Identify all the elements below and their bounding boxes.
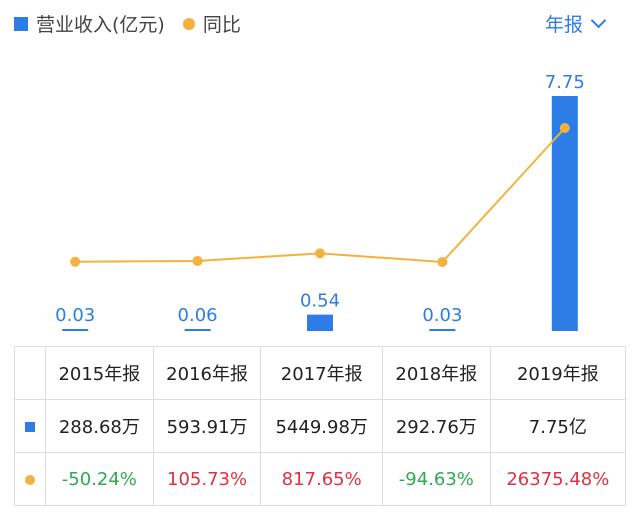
revenue-cell: 288.68万 <box>45 399 154 453</box>
revenue-cell: 292.76万 <box>381 399 491 453</box>
yoy-key-cell <box>14 452 46 506</box>
table-corner-cell <box>14 346 46 400</box>
bar-2017年报 <box>307 314 333 331</box>
bar-value-label: 0.54 <box>300 291 340 312</box>
legend-yoy-label: 同比 <box>202 14 241 36</box>
yoy-point-2015年报 <box>70 256 81 267</box>
yoy-cell: -50.24% <box>45 452 154 506</box>
legend-revenue-label: 营业收入(亿元) <box>36 14 165 36</box>
legend-square-icon <box>14 16 28 31</box>
yoy-cell: -94.63% <box>381 452 491 506</box>
bar-value-label: 7.75 <box>545 72 585 93</box>
revenue-cell: 593.91万 <box>152 399 262 453</box>
yoy-line <box>75 127 566 264</box>
revenue-cell: 5449.98万 <box>260 399 383 453</box>
yoy-point-2017年报 <box>315 248 325 259</box>
chart-legend: 营业收入(亿元) 同比 <box>14 10 259 37</box>
table-header-cell: 2017年报 <box>260 346 383 400</box>
revenue-square-icon <box>25 421 35 432</box>
yoy-point-2016年报 <box>192 255 203 266</box>
revenue-chart: 0.03 0.06 0.54 0.03 7.75 <box>55 72 585 331</box>
bar-2019年报 <box>551 96 578 331</box>
table-row-revenue: 288.68万 593.91万 5449.98万 292.76万 7.75亿 <box>14 399 627 453</box>
table-header-cell: 2015年报 <box>45 346 154 400</box>
yoy-dot-icon <box>25 474 35 485</box>
legend-item-revenue[interactable]: 营业收入(亿元) <box>14 10 165 37</box>
legend-item-yoy[interactable]: 同比 <box>182 10 241 37</box>
yoy-point-2019年报 <box>559 123 570 133</box>
bar-2018年报 <box>429 329 456 331</box>
bar-value-label: 0.06 <box>178 305 218 326</box>
data-table: 2015年报 2016年报 2017年报 2018年报 2019年报 288.6… <box>14 346 627 506</box>
revenue-key-cell <box>14 399 46 453</box>
period-selector-label: 年报 <box>544 14 583 36</box>
yoy-cell: 817.65% <box>260 452 383 506</box>
bar-2015年报 <box>62 329 89 331</box>
table-row-yoy: -50.24% 105.73% 817.65% -94.63% 26375.48… <box>14 452 627 506</box>
bar-value-label: 0.03 <box>55 305 95 326</box>
bar-value-label: 0.03 <box>422 305 462 326</box>
table-header-cell: 2016年报 <box>152 346 262 400</box>
table-header-row: 2015年报 2016年报 2017年报 2018年报 2019年报 <box>14 346 627 400</box>
yoy-point-2018年报 <box>437 256 448 267</box>
legend-dot-icon <box>182 17 195 30</box>
revenue-cell: 7.75亿 <box>489 399 627 453</box>
yoy-cell: 105.73% <box>152 452 262 506</box>
yoy-cell: 26375.48% <box>489 452 627 506</box>
bar-2016年报 <box>184 329 211 331</box>
table-header-cell: 2018年报 <box>381 346 491 400</box>
table-header-cell: 2019年报 <box>489 346 627 400</box>
period-selector[interactable]: 年报 <box>544 10 607 37</box>
